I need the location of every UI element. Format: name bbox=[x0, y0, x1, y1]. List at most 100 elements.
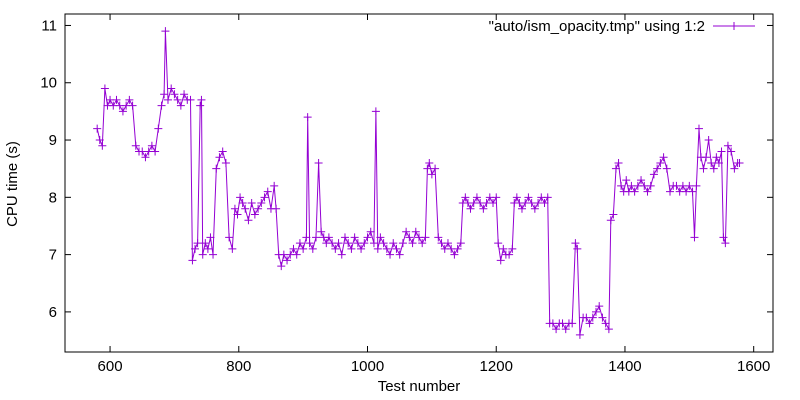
data-point bbox=[379, 239, 388, 248]
data-point bbox=[376, 233, 385, 242]
y-tick-label: 6 bbox=[49, 304, 57, 321]
data-point bbox=[221, 158, 230, 167]
plot-frame bbox=[64, 13, 774, 353]
data-point bbox=[186, 95, 195, 104]
y-tick-label: 9 bbox=[49, 132, 57, 149]
data-point bbox=[263, 187, 272, 196]
data-point bbox=[157, 101, 166, 110]
data-point bbox=[173, 95, 182, 104]
data-point bbox=[141, 153, 150, 162]
data-point bbox=[369, 239, 378, 248]
data-point bbox=[160, 90, 169, 99]
data-point bbox=[472, 193, 481, 202]
data-point bbox=[561, 325, 570, 334]
data-point bbox=[371, 107, 380, 116]
data-point bbox=[118, 107, 127, 116]
data-point bbox=[540, 199, 549, 208]
data-point bbox=[272, 204, 281, 213]
data-point bbox=[314, 158, 323, 167]
data-point bbox=[517, 204, 526, 213]
data-point bbox=[312, 233, 321, 242]
x-tick-label: 1000 bbox=[351, 358, 384, 375]
data-point bbox=[601, 319, 610, 328]
data-point bbox=[427, 170, 436, 179]
data-point bbox=[637, 176, 646, 185]
data-point bbox=[209, 250, 218, 259]
data-point bbox=[302, 233, 311, 242]
data-point bbox=[423, 164, 432, 173]
data-point bbox=[434, 233, 443, 242]
data-point bbox=[735, 158, 744, 167]
data-point bbox=[308, 244, 317, 253]
data-point bbox=[692, 181, 701, 190]
data-point bbox=[717, 147, 726, 156]
y-tick-label: 8 bbox=[49, 189, 57, 206]
data-point bbox=[260, 193, 269, 202]
data-point bbox=[659, 153, 668, 162]
data-point bbox=[723, 141, 732, 150]
data-point bbox=[398, 239, 407, 248]
data-point bbox=[653, 164, 662, 173]
data-point bbox=[238, 199, 247, 208]
data-point bbox=[363, 233, 372, 242]
data-point bbox=[228, 244, 237, 253]
data-point bbox=[112, 95, 121, 104]
data-point bbox=[128, 101, 137, 110]
x-tick-label: 800 bbox=[226, 358, 251, 375]
data-point bbox=[592, 307, 600, 316]
x-tick-label: 1600 bbox=[737, 358, 770, 375]
data-point bbox=[100, 84, 109, 93]
y-tick-label: 7 bbox=[49, 247, 57, 264]
x-tick-label: 1400 bbox=[608, 358, 641, 375]
data-point bbox=[203, 244, 212, 253]
data-point bbox=[712, 153, 721, 162]
data-point bbox=[704, 136, 713, 145]
data-point bbox=[643, 187, 652, 196]
data-point bbox=[617, 181, 626, 190]
x-tick-label: 1200 bbox=[480, 358, 513, 375]
data-point bbox=[530, 204, 539, 213]
data-point bbox=[389, 239, 398, 248]
data-point bbox=[524, 193, 533, 202]
data-point bbox=[196, 101, 205, 110]
data-point bbox=[568, 319, 577, 328]
x-axis-label: Test number bbox=[378, 378, 461, 395]
data-point bbox=[197, 95, 206, 104]
x-tick-label: 600 bbox=[98, 358, 123, 375]
data-point bbox=[431, 164, 440, 173]
data-point bbox=[382, 244, 391, 253]
data-point bbox=[411, 227, 420, 236]
data-point bbox=[425, 158, 434, 167]
data-point bbox=[588, 313, 597, 322]
data-point bbox=[305, 239, 314, 248]
data-point bbox=[685, 181, 694, 190]
data-point bbox=[604, 325, 613, 334]
data-point bbox=[714, 158, 723, 167]
data-point bbox=[93, 124, 102, 133]
data-point bbox=[360, 239, 369, 248]
data-point bbox=[508, 244, 517, 253]
data-point bbox=[317, 227, 326, 236]
data-point bbox=[193, 239, 202, 248]
data-point bbox=[277, 262, 286, 271]
data-point bbox=[598, 313, 607, 322]
y-tick-label: 11 bbox=[41, 17, 57, 34]
data-point bbox=[241, 204, 250, 213]
data-point bbox=[324, 233, 333, 242]
data-point bbox=[571, 239, 580, 248]
data-point bbox=[611, 164, 620, 173]
legend: "auto/ism_opacity.tmp" using 1:2 bbox=[489, 18, 755, 35]
data-point bbox=[373, 244, 382, 253]
data-point bbox=[191, 244, 200, 253]
data-point bbox=[702, 153, 711, 162]
data-point bbox=[386, 250, 395, 259]
data-point bbox=[709, 164, 718, 173]
data-point bbox=[421, 233, 430, 242]
data-point bbox=[688, 187, 697, 196]
plot-border bbox=[64, 13, 774, 353]
data-point bbox=[340, 233, 349, 242]
series-layer bbox=[93, 27, 744, 339]
data-point bbox=[461, 193, 470, 202]
data-point bbox=[456, 239, 465, 248]
data-point bbox=[247, 199, 256, 208]
